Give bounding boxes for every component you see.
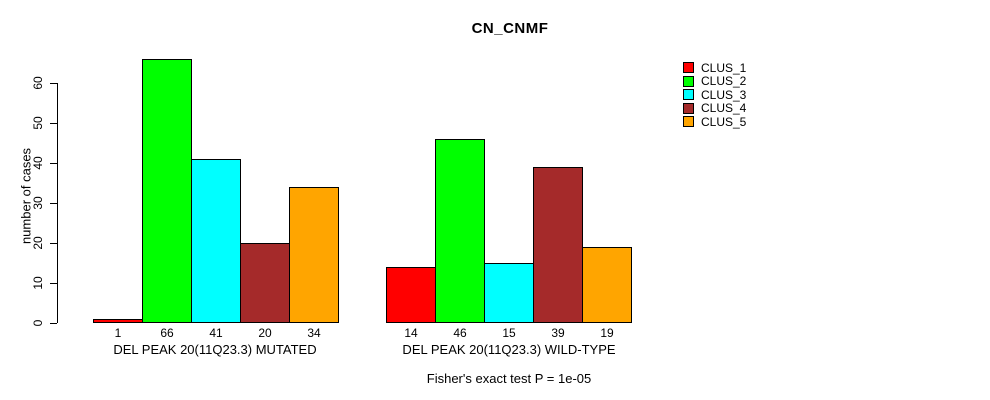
bar-value-label: 41 — [209, 326, 223, 340]
legend-item-label: CLUS_3 — [701, 87, 747, 102]
y-tick-mark — [50, 82, 57, 84]
y-axis-line — [57, 83, 58, 323]
legend-item: CLUS_4 — [683, 101, 747, 115]
y-tick-label: 40 — [31, 156, 45, 170]
y-tick-label: 20 — [31, 236, 45, 250]
chart-title: CN_CNMF — [471, 20, 549, 37]
legend: CLUS_1 CLUS_2 CLUS_3 CLUS_4 CLUS_5 — [683, 61, 746, 129]
caption-fisher-test: Fisher's exact test P = 1e-05 — [426, 371, 592, 386]
y-tick-mark — [50, 242, 57, 244]
y-tick-label: 10 — [31, 276, 45, 290]
bar-value-label: 39 — [551, 326, 565, 340]
bar-value-label: 19 — [600, 326, 614, 340]
bar-value-label: 34 — [307, 326, 321, 340]
y-tick-mark — [50, 122, 57, 124]
bar-clus_1-group2 — [386, 267, 436, 323]
bar-value-label: 46 — [453, 326, 467, 340]
legend-item-label: CLUS_5 — [701, 114, 747, 129]
bar-clus_5-group2 — [582, 247, 632, 323]
bar-clus_4-group1 — [240, 243, 290, 323]
legend-color-swatch — [683, 116, 694, 127]
bar-clus_3-group2 — [484, 263, 534, 323]
legend-item-label: CLUS_2 — [701, 74, 747, 88]
legend-item-label: CLUS_4 — [701, 101, 747, 115]
bar-value-label: 14 — [404, 326, 418, 340]
y-tick-mark — [50, 322, 57, 324]
bar-value-label: 20 — [258, 326, 272, 340]
bar-clus_2-group2 — [435, 139, 485, 323]
y-tick-label: 50 — [31, 116, 45, 130]
bar-clus_5-group1 — [289, 187, 339, 323]
group-label-wildtype: DEL PEAK 20(11Q23.3) WILD-TYPE — [402, 342, 616, 357]
legend-item: CLUS_5 — [683, 114, 747, 129]
legend-item-label: CLUS_1 — [701, 60, 747, 75]
legend-color-swatch — [683, 75, 694, 87]
y-tick-label: 0 — [31, 319, 45, 327]
legend-color-swatch — [683, 62, 694, 73]
legend-color-swatch — [683, 89, 694, 100]
y-tick-mark — [50, 282, 57, 284]
legend-item: CLUS_2 — [683, 74, 747, 88]
bar-clus_1-group1 — [93, 319, 143, 323]
y-tick-label: 60 — [31, 76, 45, 90]
y-tick-mark — [50, 202, 57, 204]
bar-value-label: 15 — [502, 326, 516, 340]
bar-clus_2-group1 — [142, 59, 192, 323]
bar-clus_3-group1 — [191, 159, 241, 323]
bar-value-label: 66 — [160, 326, 174, 340]
y-tick-mark — [50, 162, 57, 164]
y-tick-label: 30 — [31, 196, 45, 210]
legend-color-swatch — [683, 102, 694, 114]
legend-item: CLUS_1 — [683, 60, 747, 75]
bar-clus_4-group2 — [533, 167, 583, 323]
bar-value-label: 1 — [114, 326, 122, 340]
group-label-mutated: DEL PEAK 20(11Q23.3) MUTATED — [113, 342, 317, 357]
legend-item: CLUS_3 — [683, 87, 747, 102]
